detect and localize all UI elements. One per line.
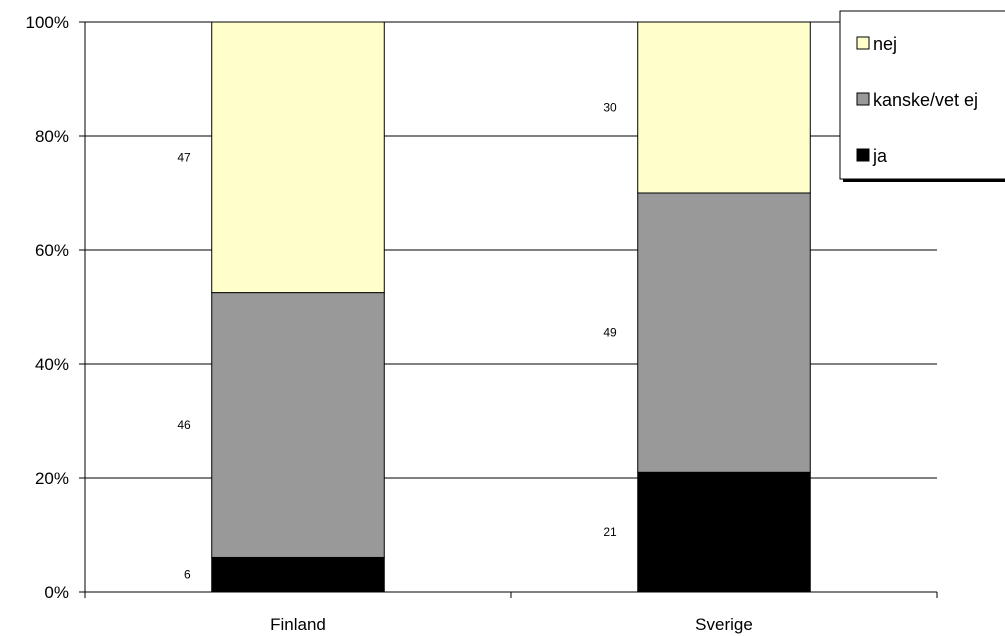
y-tick-label: 100% [26, 13, 69, 32]
legend-label: kanske/vet ej [873, 90, 978, 110]
y-axis-ticks: 0% 20% 40% 60% 80% 100% [26, 13, 85, 602]
data-label: 21 [603, 525, 617, 539]
bar-segment-kanske-vet-ej [211, 292, 385, 558]
legend-swatch [856, 92, 870, 106]
data-label: 46 [177, 418, 191, 432]
bar-segment-ja [637, 471, 811, 593]
legend-label: nej [873, 34, 897, 54]
legend: nej kanske/vet ej ja [839, 10, 1005, 182]
x-category-label: Sverige [695, 615, 753, 634]
y-tick-label: 80% [35, 127, 69, 146]
data-label: 30 [603, 101, 617, 115]
bar-segment-kanske-vet-ej [637, 192, 811, 473]
y-tick-label: 60% [35, 241, 69, 260]
legend-swatch [856, 148, 870, 162]
data-labels: 6 46 47 21 49 30 [177, 101, 617, 582]
y-tick-label: 40% [35, 355, 69, 374]
y-tick-label: 0% [44, 583, 69, 602]
data-label: 6 [184, 568, 191, 582]
bars [211, 21, 811, 593]
data-label: 49 [603, 326, 617, 340]
x-axis-ticks: Finland Sverige [84, 592, 938, 634]
bar-segment-ja [211, 556, 385, 593]
x-category-label: Finland [270, 615, 326, 634]
data-label: 47 [177, 150, 191, 164]
legend-label: ja [872, 146, 888, 166]
bar-segment-nej [637, 21, 811, 194]
legend-swatch [856, 36, 870, 50]
bar-segment-nej [211, 21, 385, 294]
y-tick-label: 20% [35, 469, 69, 488]
